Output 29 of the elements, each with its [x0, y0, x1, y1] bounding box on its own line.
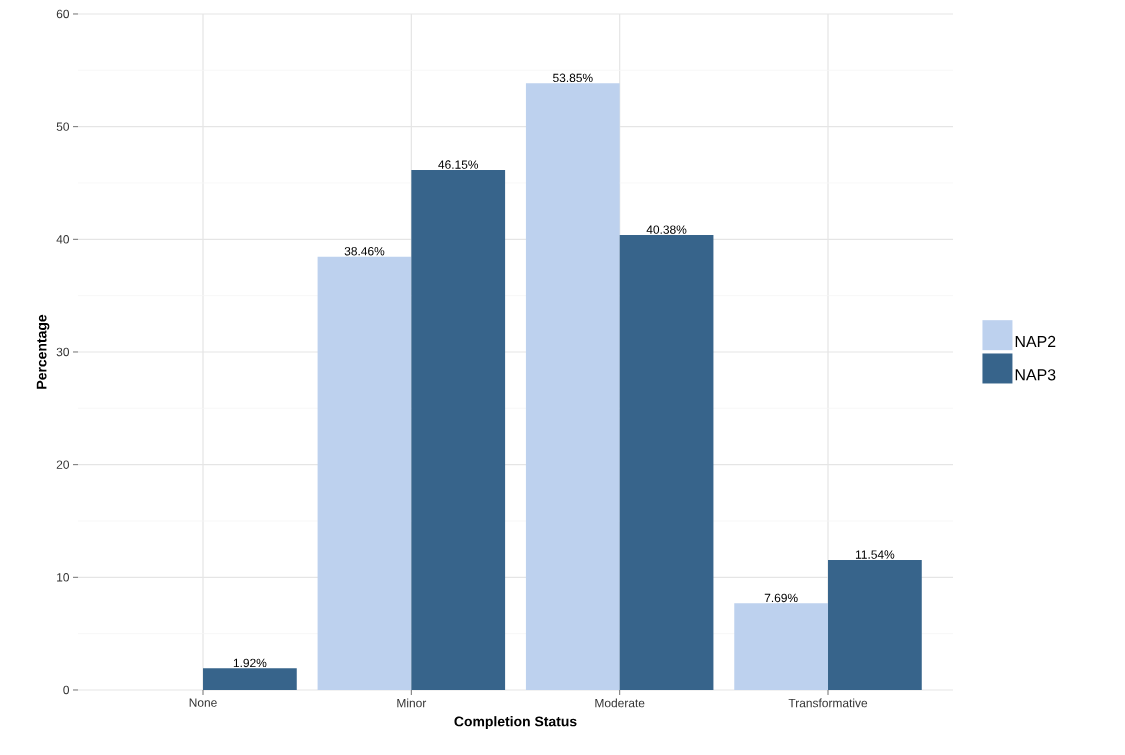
y-axis-title: Percentage: [36, 314, 50, 389]
x-tick-label: Transformative: [788, 698, 868, 708]
bar: [828, 559, 922, 690]
x-axis-title: Completion Status: [454, 716, 577, 730]
y-tick-label: 40: [56, 235, 70, 244]
data-label: 53.85%: [553, 73, 593, 83]
y-tick-label: 10: [57, 573, 70, 582]
y-tick-label: 60: [56, 9, 70, 19]
y-tick-label: 50: [56, 122, 70, 131]
y-tick-label: 0: [63, 685, 70, 695]
data-label: 7.69%: [764, 593, 798, 603]
y-tick-label: 30: [56, 347, 70, 357]
bar: [734, 603, 829, 690]
x-tick-label: None: [189, 698, 217, 707]
data-label: 11.54%: [855, 550, 895, 559]
y-tick-label: 20: [56, 460, 70, 469]
data-label: 1.92%: [233, 658, 267, 668]
bar: [525, 83, 620, 690]
data-label: 46.15%: [438, 160, 479, 169]
legend-label: NAP2: [1015, 335, 1056, 347]
data-label: 40.38%: [646, 225, 687, 234]
legend-label: NAP3: [1015, 369, 1056, 381]
bar: [411, 170, 506, 690]
bar: [317, 256, 412, 690]
x-tick-label: Minor: [397, 698, 427, 708]
x-tick-label: Moderate: [595, 698, 645, 708]
bar: [619, 235, 714, 690]
data-label: 38.46%: [344, 247, 385, 256]
bar: [203, 668, 297, 690]
